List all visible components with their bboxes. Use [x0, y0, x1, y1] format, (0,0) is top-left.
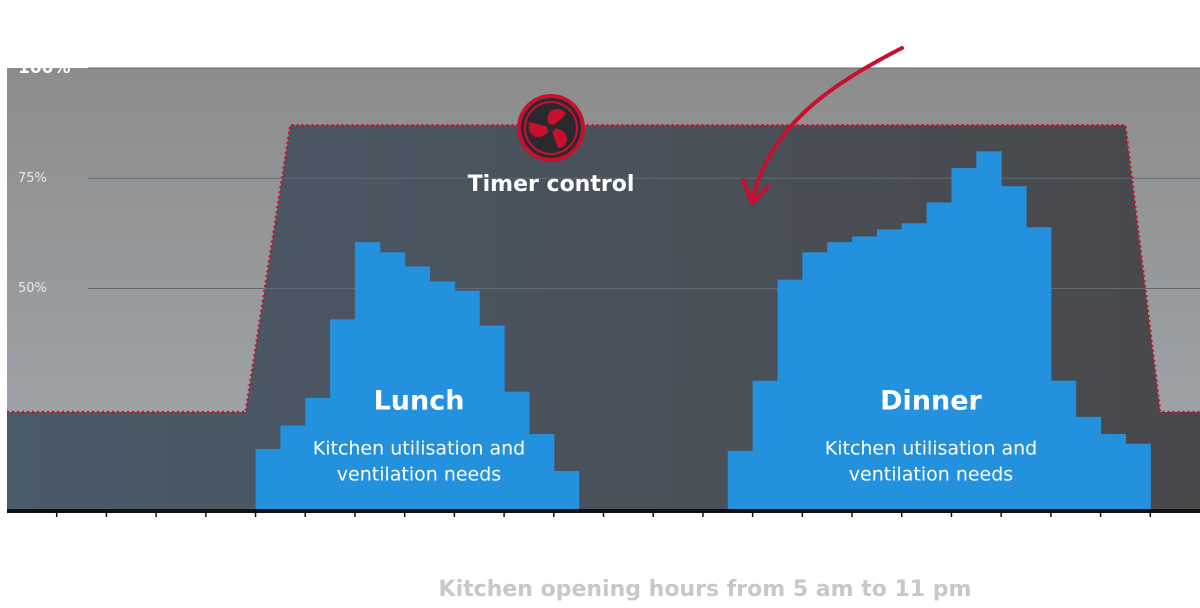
bar	[429, 281, 455, 509]
bar	[1125, 443, 1151, 509]
timer-label: Timer control	[468, 172, 635, 197]
annotation-text: ventilation needs	[849, 464, 1013, 486]
bar	[727, 450, 754, 509]
annotation-title: Dinner	[880, 386, 982, 417]
bar	[852, 236, 878, 509]
bar	[255, 449, 281, 509]
bar	[827, 242, 853, 509]
bar	[1100, 434, 1126, 509]
bar	[454, 290, 480, 509]
y-tick-label: 50%	[18, 281, 47, 296]
bar	[1075, 416, 1102, 509]
bar	[280, 425, 306, 509]
y-tick-label: 100%	[18, 58, 71, 78]
bar	[1001, 186, 1027, 510]
fan-icon	[517, 94, 585, 162]
bar	[305, 397, 331, 509]
bar	[1026, 227, 1052, 510]
bar	[404, 266, 431, 509]
bar	[876, 229, 903, 509]
bar	[976, 151, 1002, 509]
bar	[528, 434, 555, 509]
bar	[379, 252, 406, 509]
annotation-title: Lunch	[374, 386, 465, 417]
bar	[479, 325, 505, 509]
y-tick-label: 75%	[18, 171, 47, 186]
annotation-text: ventilation needs	[337, 464, 501, 486]
bar	[926, 202, 952, 509]
bar	[901, 223, 928, 509]
bar	[1050, 380, 1077, 509]
bar	[330, 319, 356, 509]
bar	[802, 252, 828, 509]
bar	[504, 391, 530, 509]
annotation-text: Kitchen utilisation and	[313, 438, 526, 460]
x-axis-label: Kitchen opening hours from 5 am to 11 pm	[439, 577, 972, 602]
annotation-text: Kitchen utilisation and	[825, 438, 1038, 460]
timer-line	[7, 124, 1200, 414]
bar	[752, 380, 778, 509]
bar	[354, 242, 381, 509]
bar	[553, 471, 580, 509]
bar	[777, 279, 803, 509]
arrow	[741, 46, 904, 207]
bar	[951, 168, 977, 509]
